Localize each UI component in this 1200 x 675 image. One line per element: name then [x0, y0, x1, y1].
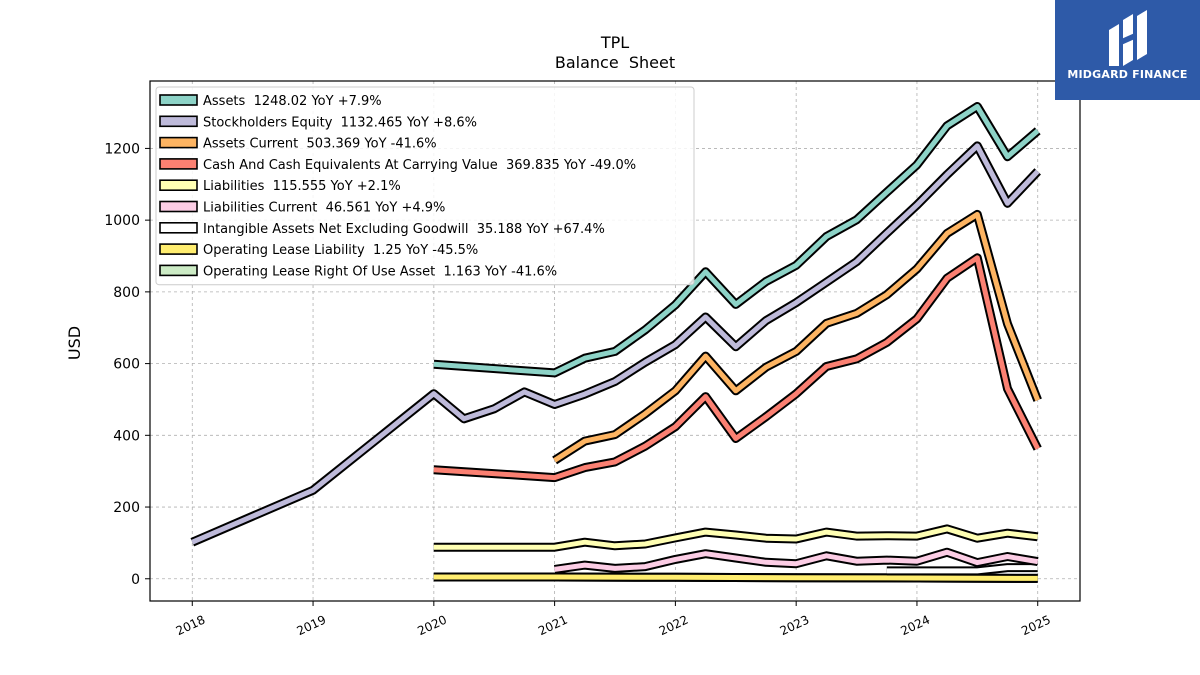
legend-swatch: [159, 222, 198, 234]
series-2: [552, 209, 1042, 465]
series-line-outline: [433, 524, 1039, 552]
legend-swatch: [159, 94, 198, 106]
legend-swatch: [159, 243, 198, 255]
series-5: [553, 547, 1039, 574]
x-tick-label: 2023: [778, 613, 812, 639]
series-line: [433, 104, 1040, 376]
plot-frame: [149, 80, 1081, 602]
y-tick-label: 400: [113, 428, 140, 444]
y-tick-label: 800: [113, 285, 140, 301]
legend-swatch: [159, 136, 198, 149]
legend-swatch: [159, 158, 198, 170]
legend-label: Intangible Assets Net Excluding Goodwill…: [203, 222, 605, 237]
x-tick-label: 2024: [898, 613, 932, 639]
y-axis-label: USD: [65, 326, 84, 360]
chart-subtitle: Balance Sheet: [555, 53, 675, 72]
legend-label: Assets 1248.02 YoY +7.9%: [203, 94, 382, 109]
series-line: [433, 255, 1040, 481]
legend-label: Cash And Cash Equivalents At Carrying Va…: [203, 158, 636, 173]
series-3: [433, 253, 1042, 483]
legend-label: Operating Lease Liability 1.25 YoY -45.5…: [203, 243, 478, 258]
legend-swatch: [159, 200, 198, 213]
legend-label: Liabilities Current 46.561 YoY +4.9%: [203, 201, 445, 216]
series-line: [553, 211, 1041, 463]
series-line: [433, 574, 1038, 581]
x-tick-label: 2020: [415, 613, 449, 639]
legend-swatch: [159, 115, 198, 128]
series-1: [190, 141, 1041, 547]
legend-swatch: [159, 264, 198, 277]
series-line: [554, 549, 1039, 572]
series-4: [433, 524, 1039, 552]
y-tick-label: 1000: [104, 213, 140, 229]
x-axis: 2018 2019 2020 2021 2022 2023 2024 2025: [174, 601, 1053, 638]
legend-label: Operating Lease Right Of Use Asset 1.163…: [203, 264, 557, 279]
y-tick-label: 1200: [104, 141, 140, 157]
legend: Assets 1248.02 YoY +7.9% Stockholders Equ…: [155, 86, 695, 286]
chart-title: TPL: [600, 33, 629, 52]
series-6: [886, 563, 1038, 576]
x-tick-label: 2019: [295, 613, 329, 639]
y-tick-label: 0: [131, 572, 140, 588]
legend-label: Stockholders Equity 1132.465 YoY +8.6%: [203, 115, 477, 130]
series-line: [433, 526, 1038, 550]
x-tick-label: 2022: [657, 613, 691, 639]
series-line: [191, 143, 1040, 545]
series-7: [433, 572, 1038, 583]
x-tick-label: 2025: [1019, 613, 1053, 639]
legend-label: Assets Current 503.369 YoY -41.6%: [203, 137, 437, 152]
y-tick-label: 600: [113, 357, 140, 373]
legend-swatch: [159, 179, 198, 191]
logo-mark-icon: [1109, 10, 1147, 66]
y-axis: 0 200 400 600 800 1000 1200: [104, 141, 150, 588]
x-tick-label: 2021: [536, 613, 570, 639]
series-lines: [190, 102, 1042, 583]
series-0: [433, 102, 1041, 378]
brand-logo: MIDGARD FINANCE: [1055, 0, 1200, 100]
y-tick-label: 200: [113, 500, 140, 516]
legend-label: Liabilities 115.555 YoY +2.1%: [203, 179, 401, 194]
logo-text: MIDGARD FINANCE: [1067, 68, 1188, 81]
x-tick-label: 2018: [174, 613, 208, 639]
series-line: [886, 565, 1038, 574]
legend-box: [155, 86, 695, 286]
